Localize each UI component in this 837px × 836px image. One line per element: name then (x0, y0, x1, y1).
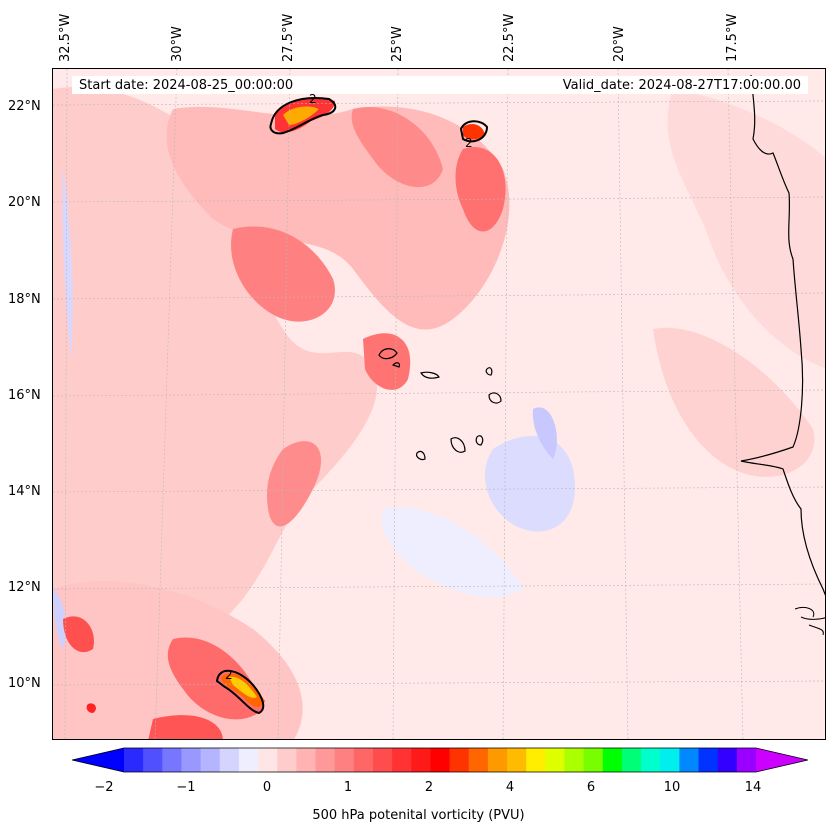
valid-date-label: Valid_date: 2024-08-27T17:00:00.00 (562, 78, 801, 93)
longitude-label: 25°W (390, 26, 405, 62)
contour-label: 2 (309, 92, 317, 106)
colorbar-swatch (296, 748, 317, 772)
colorbar-tick-label: 2 (424, 780, 434, 795)
colorbar-swatch (679, 748, 700, 772)
map-plot-area: 2 2 2 (52, 68, 826, 740)
latitude-label: 16°N (8, 388, 41, 403)
colorbar-tick-label: 1 (343, 780, 353, 795)
colorbar-swatch (162, 748, 182, 772)
colorbar-swatch (660, 748, 680, 772)
colorbar-swatch (526, 748, 546, 772)
colorbar-swatch (334, 748, 355, 772)
colorbar-swatch (238, 748, 259, 772)
contour-label: 2 (225, 668, 233, 682)
longitude-label: 27.5°W (281, 13, 296, 62)
colorbar-tick-label: 14 (744, 780, 762, 795)
colorbar-tick-label: −1 (176, 780, 196, 795)
colorbar-swatch (698, 748, 719, 772)
colorbar-swatch (621, 748, 642, 772)
colorbar-tick-label: 10 (663, 780, 681, 795)
longitude-label: 32.5°W (58, 13, 73, 62)
longitude-label: 17.5°W (725, 13, 740, 62)
date-info-bar (72, 76, 808, 94)
colorbar-tick-label: 6 (586, 780, 596, 795)
colorbar-label: 500 hPa potenital vorticity (PVU) (312, 808, 525, 823)
colorbar-swatch (468, 748, 489, 772)
colorbar-outline (72, 747, 808, 773)
longitude-label: 22.5°W (502, 13, 517, 62)
colorbar-swatch (430, 748, 451, 772)
colorbar-swatch (602, 748, 623, 772)
graticule (53, 69, 825, 739)
longitude-label: 20°W (612, 26, 627, 62)
cape-verde-islands (378, 348, 502, 461)
colorbar-swatch (545, 748, 565, 772)
colorbar-extend-max (756, 748, 808, 772)
latitude-label: 10°N (8, 676, 41, 691)
longitude-label: 30°W (170, 26, 185, 62)
colorbar-swatch (449, 748, 470, 772)
colorbar-swatch (392, 748, 412, 772)
colorbar-swatch (564, 748, 585, 772)
latitude-label: 14°N (8, 484, 41, 499)
pv-field: 2 2 2 (53, 69, 825, 739)
latitude-label: 18°N (8, 292, 41, 307)
colorbar-swatch (641, 748, 661, 772)
colorbar-swatch (181, 748, 202, 772)
colorbar-swatch (717, 748, 738, 772)
latitude-label: 12°N (8, 580, 41, 595)
colorbar-swatch (277, 748, 297, 772)
colorbar-swatch (315, 748, 336, 772)
colorbar-swatch (411, 748, 431, 772)
colorbar-swatch (143, 748, 163, 772)
colorbar-swatch (219, 748, 240, 772)
colorbar-swatch (258, 748, 278, 772)
colorbar-swatch (487, 748, 508, 772)
africa-coastline (740, 74, 825, 596)
colorbar-swatch (507, 748, 527, 772)
colorbar-extend-min (72, 748, 124, 772)
latitude-label: 20°N (8, 195, 41, 210)
pv-2-contours (215, 97, 489, 715)
colorbar-tick-label: 4 (505, 780, 515, 795)
colorbar-swatch (736, 748, 757, 772)
colorbar-tick-label: 0 (262, 780, 272, 795)
colorbar-swatch (200, 748, 221, 772)
colorbar-swatch (124, 748, 144, 772)
coast-islands-south (794, 606, 825, 636)
contour-label: 2 (465, 136, 473, 150)
start-date-label: Start date: 2024-08-25_00:00:00 (79, 78, 294, 93)
latitude-label: 22°N (8, 99, 41, 114)
colorbar-swatch (372, 748, 393, 772)
colorbar-swatch (583, 748, 604, 772)
colorbar-tick-label: −2 (94, 780, 114, 795)
colorbar (72, 747, 808, 773)
pv-shading (53, 87, 825, 739)
colorbar-swatch (353, 748, 374, 772)
